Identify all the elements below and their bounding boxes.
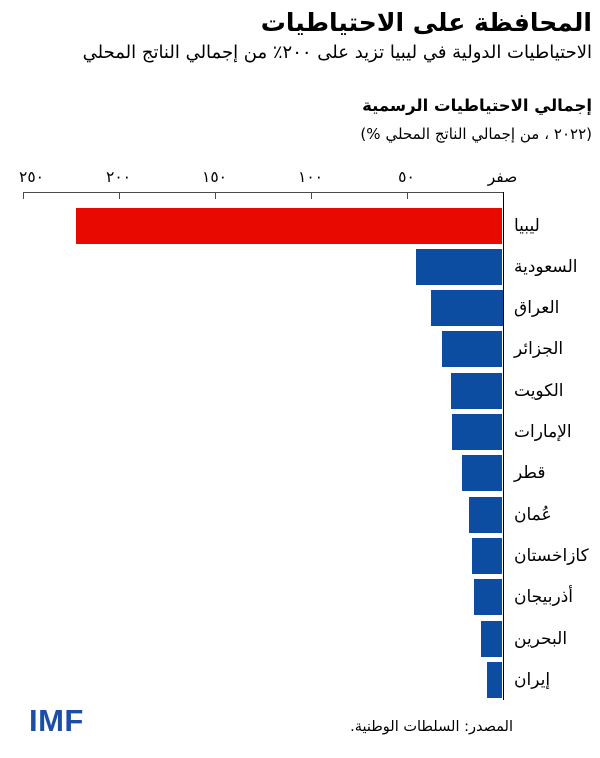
source-note: المصدر: السلطات الوطنية.	[350, 719, 513, 735]
bar-category-label: ليبيا	[514, 215, 540, 236]
x-axis-tick-label: صفر	[487, 168, 518, 186]
bar-category-label: كازاخستان	[514, 545, 589, 566]
bar-segment	[462, 455, 503, 492]
bar-segment	[487, 661, 503, 698]
x-axis-tick-label: ١٥٠	[202, 168, 227, 186]
bar-category-label: قطر	[514, 463, 546, 484]
bar-segment	[451, 414, 503, 450]
x-axis-tick	[22, 192, 24, 199]
x-axis-tick	[118, 192, 120, 199]
subheading-year: ، ٢٠٢٢)	[544, 125, 592, 143]
bar-highlight	[76, 207, 503, 244]
bar-segment	[430, 290, 503, 327]
x-axis-tick	[214, 192, 216, 199]
series-subheading: (% من إجمالي الناتج المحلي ، ٢٠٢٢)	[8, 125, 592, 143]
bar-segment	[468, 496, 503, 533]
x-axis-tick-label: ٢٥٠	[19, 168, 44, 186]
bar-category-label: العراق	[514, 298, 560, 319]
page-title: المحافظة على الاحتياطيات	[260, 8, 592, 37]
bar-category-label: الجزائر	[514, 339, 564, 360]
imf-logo: IMF	[29, 703, 84, 738]
x-axis-line	[22, 192, 503, 193]
zero-axis-line	[502, 192, 505, 700]
bar-category-label: الإمارات	[514, 422, 572, 442]
bar-category-label: السعودية	[514, 256, 578, 277]
bar-category-label: عُمان	[514, 504, 552, 525]
x-axis-tick	[310, 192, 312, 199]
bar-category-label: البحرين	[514, 628, 568, 649]
series-heading: إجمالي الاحتياطيات الرسمية	[362, 96, 592, 115]
bar-category-label: أذربيجان	[514, 587, 574, 608]
bar-segment	[442, 331, 503, 368]
subheading-open-paren: (%	[360, 125, 381, 143]
bar-segment	[471, 537, 503, 574]
bar-segment	[473, 579, 503, 616]
bar-segment	[450, 372, 503, 409]
bar-category-label: إيران	[514, 669, 551, 690]
bar-segment	[416, 248, 503, 285]
bar-segment	[481, 620, 503, 657]
x-axis-tick	[406, 192, 408, 199]
bar-category-label: الكويت	[514, 380, 564, 401]
subheading-text: من إجمالي الناتج المحلي	[385, 125, 540, 143]
x-axis-tick-label: ٥٠	[398, 168, 415, 186]
x-axis-tick-label: ١٠٠	[298, 168, 323, 186]
x-axis-tick-label: ٢٠٠	[106, 168, 131, 186]
page-subtitle: الاحتياطيات الدولية في ليبيا تزيد على ٢٠…	[82, 42, 592, 63]
